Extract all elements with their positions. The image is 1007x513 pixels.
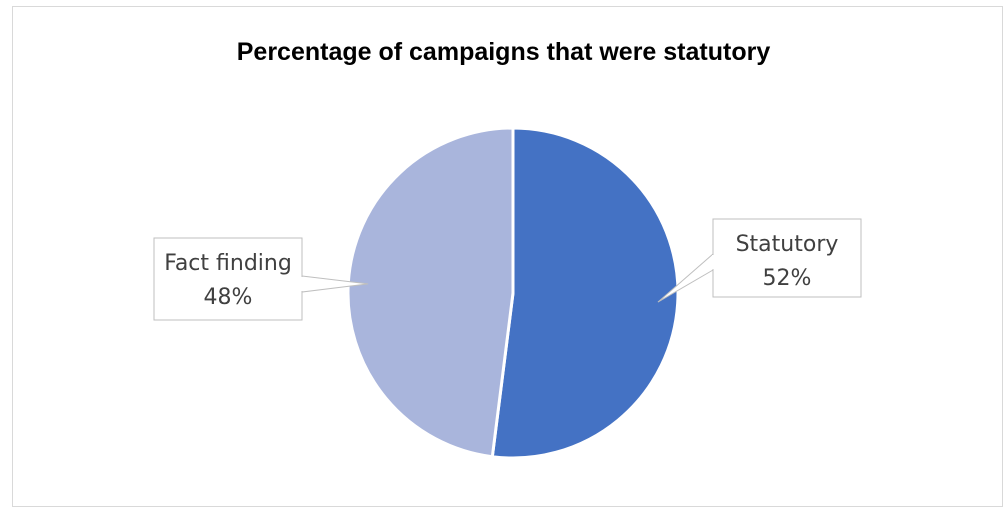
callout-value-statutory: 52%: [763, 266, 812, 291]
chart-title: Percentage of campaigns that were statut…: [236, 38, 771, 66]
callout-label-statutory: Statutory: [736, 232, 839, 257]
data-callouts: Statutory 52% Fact finding 48%: [153, 218, 862, 321]
callout-value-fact-finding: 48%: [204, 285, 253, 310]
pie-slice-fact-finding: [346, 126, 515, 459]
pie-slices: [346, 126, 680, 460]
callout-label-fact-finding: Fact finding: [164, 251, 292, 276]
callout-box-statutory: [712, 218, 862, 298]
callout-box-fact-finding: [153, 237, 303, 321]
pie-slice-statutory: [490, 126, 680, 460]
